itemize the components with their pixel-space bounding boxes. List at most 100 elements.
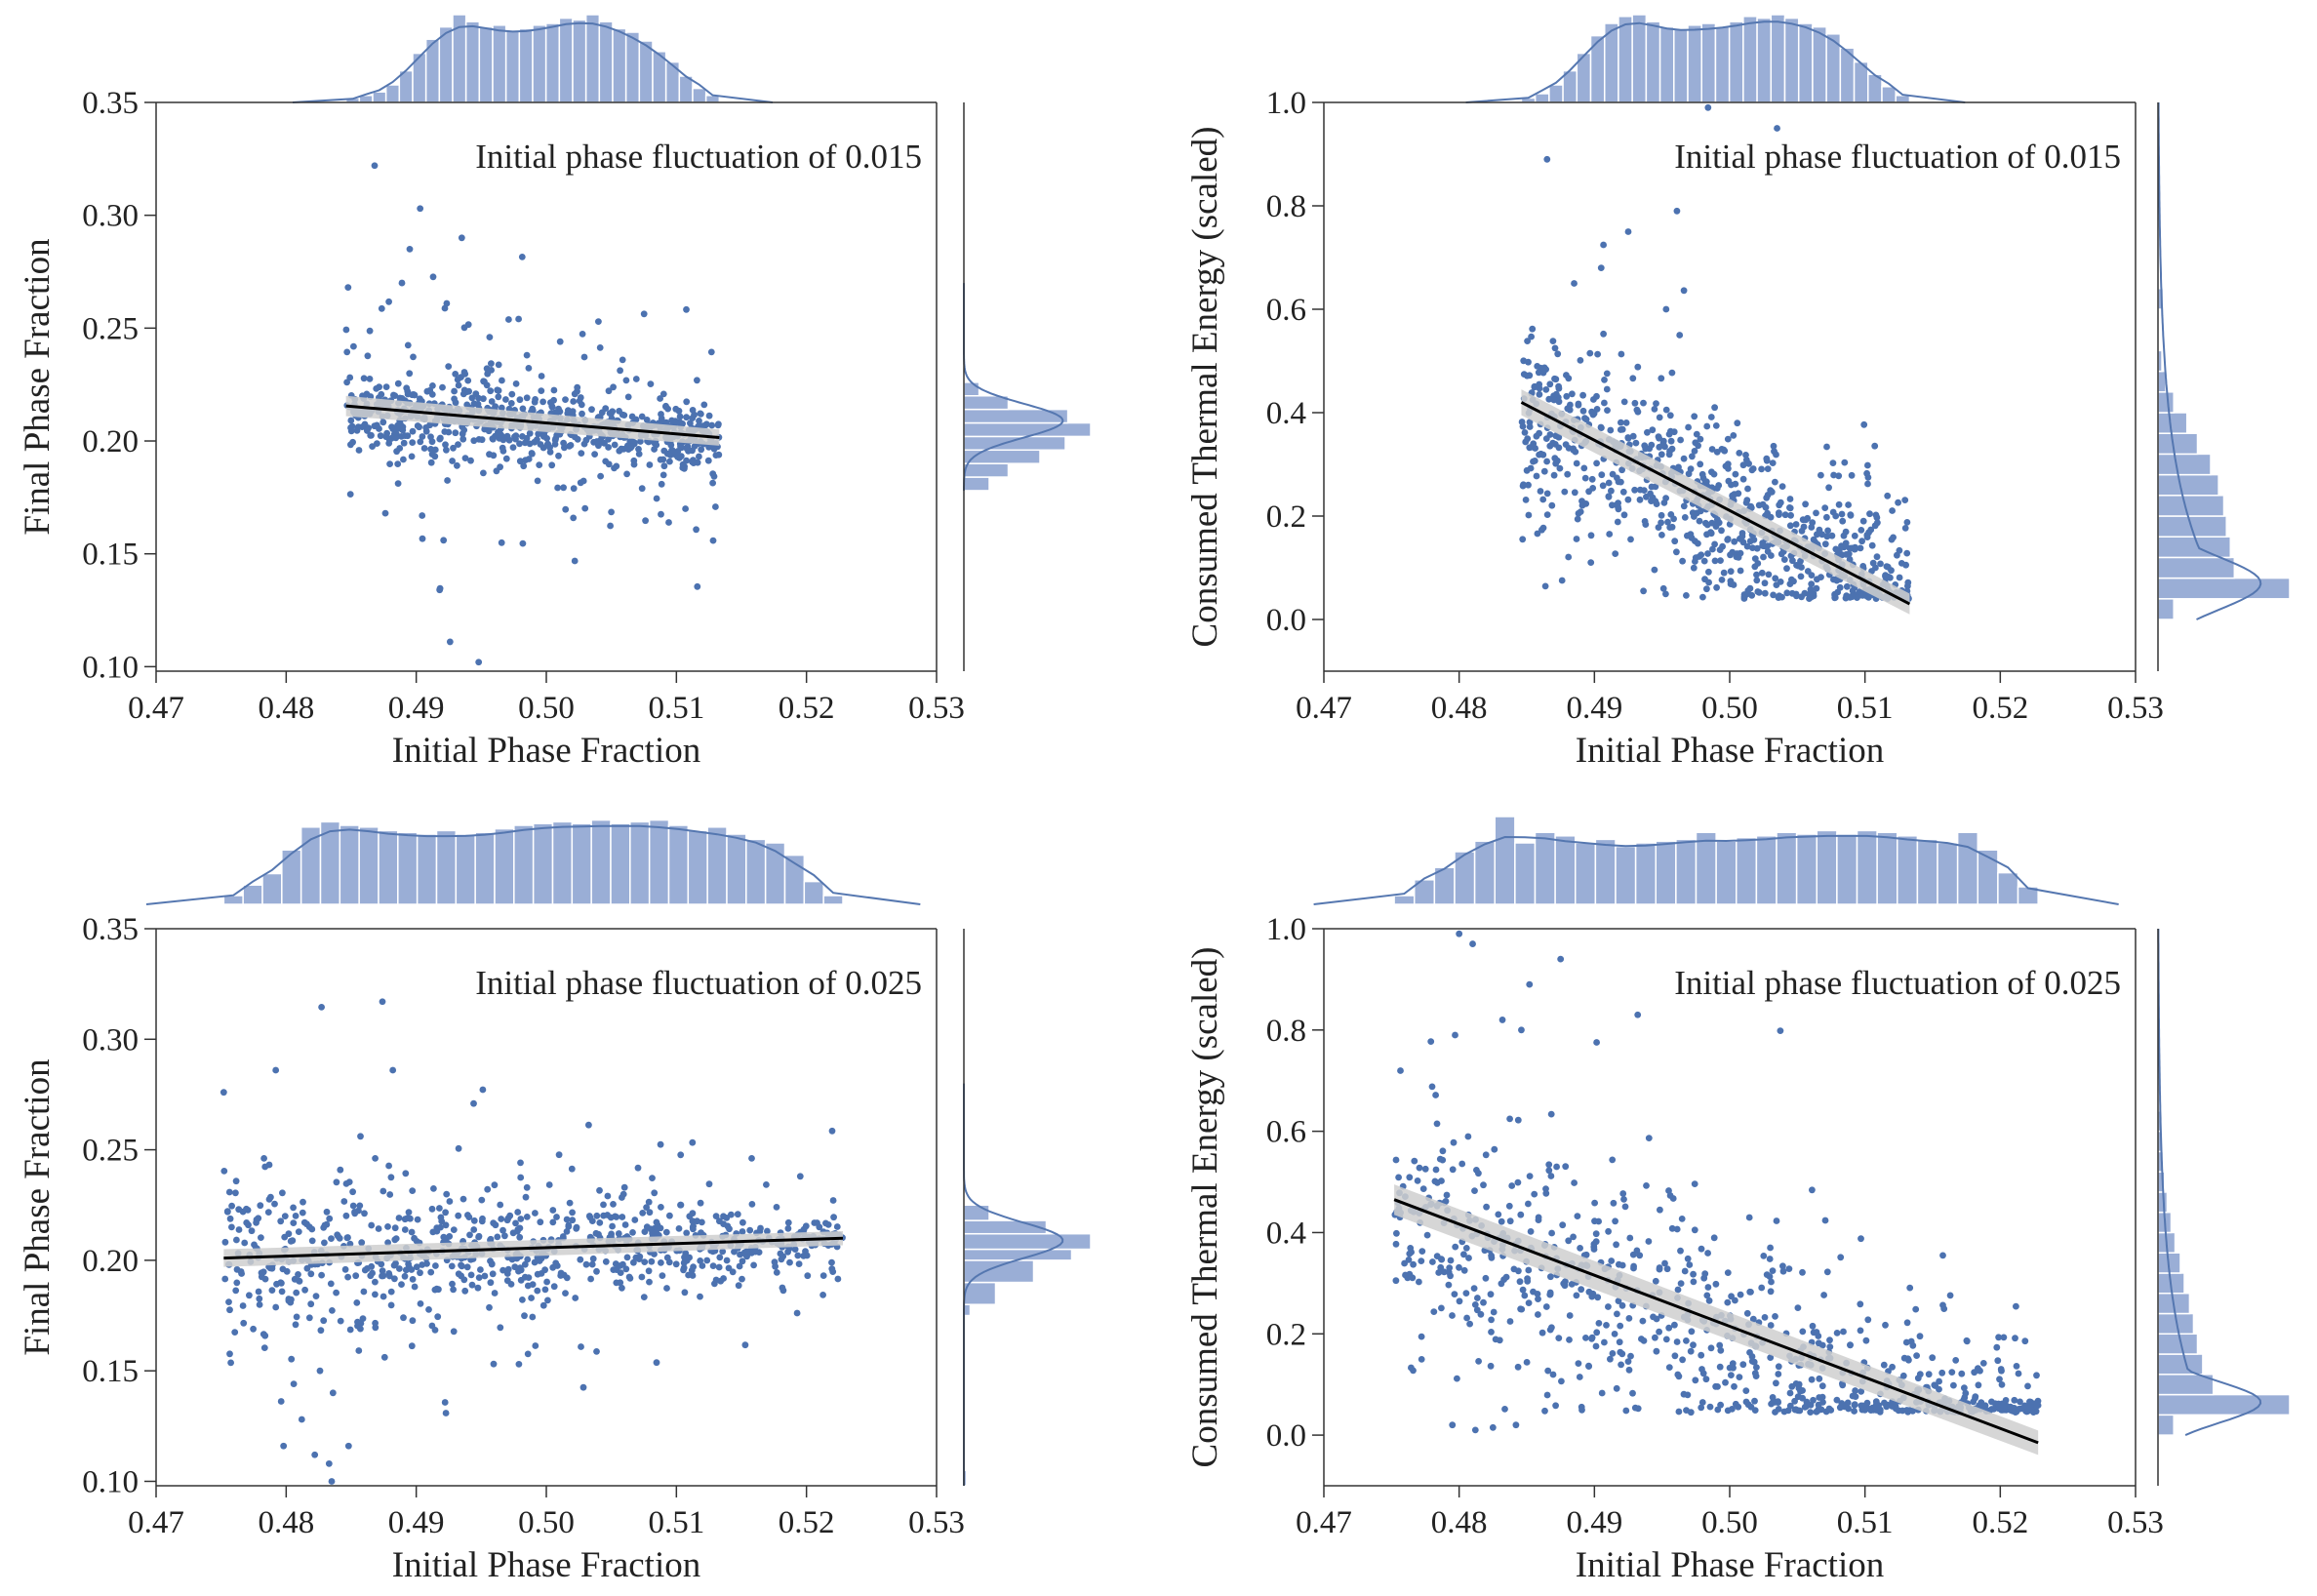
- data-point: [434, 1313, 442, 1321]
- data-point: [372, 1291, 379, 1298]
- right-histogram-bar: [2157, 453, 2212, 476]
- data-point: [1546, 431, 1554, 438]
- outlier-point: [220, 1089, 227, 1097]
- data-point: [378, 304, 385, 312]
- outlier-point: [1597, 264, 1605, 271]
- data-point: [1913, 1352, 1920, 1359]
- data-point: [696, 453, 702, 460]
- data-point: [1410, 1367, 1417, 1375]
- data-point: [1961, 1394, 1969, 1401]
- right-marginal-histogram: [2157, 102, 2291, 671]
- data-point: [657, 456, 664, 463]
- data-point: [569, 1217, 577, 1224]
- top-histogram-bar: [551, 820, 574, 905]
- top-histogram-bar: [1977, 849, 1999, 905]
- data-point: [705, 1180, 713, 1188]
- data-point: [680, 1264, 688, 1272]
- data-point: [268, 1287, 276, 1294]
- top-histogram-bar: [1658, 25, 1675, 103]
- top-histogram-bar: [610, 822, 631, 905]
- data-point: [1662, 406, 1670, 414]
- data-point: [1993, 1343, 2001, 1351]
- data-point: [1527, 1228, 1535, 1235]
- data-point: [341, 1265, 349, 1273]
- data-point: [366, 376, 374, 382]
- data-point: [1443, 1191, 1451, 1199]
- data-point: [290, 1380, 298, 1387]
- data-point: [1836, 583, 1844, 591]
- data-point: [1538, 1329, 1546, 1337]
- top-histogram-bar: [1783, 17, 1800, 103]
- data-point: [401, 1226, 409, 1233]
- x-tick-label: 0.51: [648, 691, 704, 726]
- data-point: [665, 519, 672, 526]
- data-point: [1524, 1277, 1532, 1285]
- data-point: [364, 352, 372, 360]
- data-point: [1722, 1378, 1729, 1386]
- data-point: [555, 452, 562, 459]
- data-point: [574, 387, 580, 395]
- data-point: [1719, 542, 1726, 550]
- data-point: [1402, 1271, 1409, 1279]
- data-point: [1801, 1404, 1809, 1411]
- top-histogram-bar: [1937, 842, 1959, 905]
- data-point: [1514, 1178, 1522, 1186]
- data-point: [1519, 422, 1527, 430]
- data-point: [1616, 1260, 1622, 1268]
- data-point: [519, 539, 527, 547]
- data-point: [1905, 1356, 1912, 1364]
- data-point: [1585, 488, 1592, 496]
- data-point: [1536, 390, 1543, 398]
- data-point: [1758, 465, 1765, 473]
- data-point: [446, 1198, 454, 1205]
- outlier-point: [1456, 930, 1463, 938]
- data-point: [1725, 477, 1733, 485]
- data-point: [746, 1226, 754, 1234]
- data-point: [1692, 1377, 1699, 1384]
- data-point: [516, 396, 524, 404]
- data-point: [1683, 1337, 1690, 1344]
- data-point: [613, 462, 620, 470]
- top-histogram-bar: [1687, 24, 1702, 103]
- data-point: [1614, 518, 1621, 526]
- top-histogram-bar: [1755, 835, 1778, 905]
- data-point: [525, 1274, 533, 1281]
- data-point: [333, 1178, 340, 1186]
- data-point: [1501, 1406, 1508, 1413]
- data-point: [1707, 414, 1715, 420]
- data-point: [1546, 1291, 1554, 1298]
- data-point: [419, 512, 426, 519]
- data-point: [391, 1224, 399, 1232]
- data-point: [487, 387, 495, 395]
- data-point: [467, 1271, 475, 1279]
- data-point: [501, 1232, 508, 1240]
- data-point: [433, 1227, 441, 1235]
- data-point: [1975, 1381, 1982, 1389]
- data-point: [495, 428, 501, 436]
- data-point: [1706, 1403, 1714, 1411]
- data-point: [1791, 1397, 1798, 1405]
- data-point: [1775, 1371, 1782, 1377]
- data-point: [1712, 1280, 1720, 1288]
- scatter-points: [1391, 930, 2042, 1434]
- data-point: [1674, 1286, 1682, 1294]
- data-point: [1577, 357, 1584, 364]
- top-histogram-bar: [1615, 845, 1637, 905]
- data-point: [534, 477, 541, 485]
- data-point: [804, 1272, 812, 1280]
- data-point: [1419, 1185, 1427, 1192]
- data-point: [1439, 1156, 1447, 1164]
- data-point: [1772, 575, 1779, 582]
- data-point: [382, 383, 390, 390]
- data-point: [1703, 521, 1711, 529]
- data-point: [1796, 1407, 1804, 1415]
- data-point: [509, 444, 517, 451]
- data-point: [1539, 496, 1547, 503]
- data-point: [375, 1225, 382, 1232]
- data-point: [1799, 1328, 1807, 1336]
- right-histogram-bar: [963, 476, 990, 492]
- data-point: [647, 380, 655, 387]
- right-histogram-bar: [963, 421, 1092, 438]
- regression-line: [223, 1236, 844, 1260]
- data-point: [1611, 1331, 1618, 1337]
